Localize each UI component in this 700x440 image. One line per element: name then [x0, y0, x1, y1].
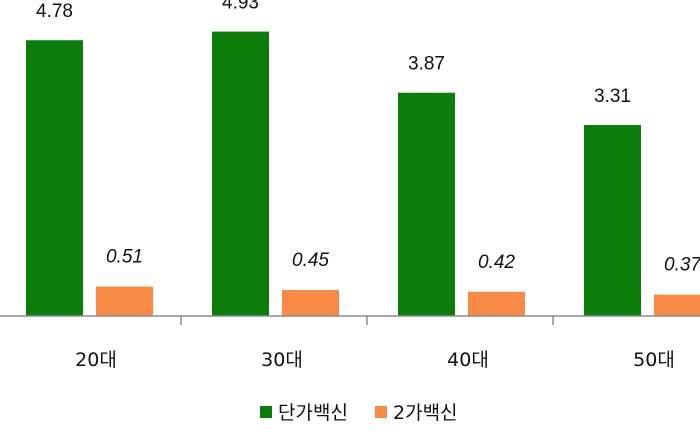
data-label-series-2-1: 0.51: [106, 247, 143, 268]
category-label-4: 50대: [633, 349, 675, 371]
legend-label-2: 2가백신: [393, 402, 458, 424]
legend-swatch-2: [375, 406, 387, 418]
data-label-series-1-1: 4.78: [36, 1, 73, 22]
bar-series-1-1: [26, 40, 83, 316]
data-label-series-2-3: 0.42: [478, 252, 515, 273]
bar-series-2-3: [468, 291, 525, 316]
bar-series-1-2: [212, 31, 269, 316]
data-label-series-1-2: 4.93: [222, 0, 259, 14]
x-axis: 20대 30대 40대 50대: [0, 315, 700, 371]
bars-layer: 4.78 0.51 4.93 0.45 3.87 0.42 3.31 0.37: [26, 0, 700, 317]
legend-swatch-1: [260, 406, 272, 418]
bar-series-1-3: [398, 92, 455, 316]
bar-series-1-4: [584, 125, 641, 317]
category-label-1: 20대: [75, 349, 117, 371]
bar-series-2-4: [654, 294, 700, 316]
bar-series-2-1: [96, 286, 153, 316]
category-label-3: 40대: [447, 349, 489, 371]
data-label-series-1-3: 3.87: [408, 54, 445, 75]
data-label-series-2-2: 0.45: [292, 250, 329, 271]
data-label-series-1-4: 3.31: [594, 86, 631, 107]
category-label-2: 30대: [261, 349, 303, 371]
legend-label-1: 단가백신: [278, 402, 348, 424]
bar-series-2-2: [282, 290, 339, 316]
data-label-series-2-4: 0.37: [664, 255, 700, 276]
legend: 단가백신 2가백신: [260, 402, 458, 424]
